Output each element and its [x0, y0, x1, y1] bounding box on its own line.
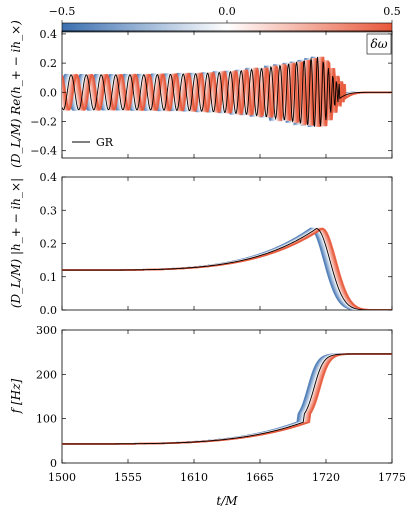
- p3-band-curve: [62, 353, 392, 445]
- y-tick-label: 0.0: [40, 86, 58, 99]
- legend: GR: [72, 136, 114, 149]
- p3-band-curve: [62, 353, 392, 445]
- x-tick-label: 1665: [246, 471, 274, 484]
- p3-band-curve: [62, 353, 392, 445]
- p3-band-curve: [62, 353, 392, 445]
- dw-label-box: δω: [366, 33, 392, 55]
- y-tick-label: 300: [36, 324, 57, 337]
- panel-waveform: −0.4 −0.2 0.0 0.2 0.4 δω GR (D_L/M) Re(h_+ −…: [9, 20, 393, 168]
- p3-band-curve: [62, 353, 392, 445]
- panel-waveform-ylabel: (D_L/M) Re(h_+ − ih_×): [9, 20, 23, 168]
- panel-frequency-ylabel: f [Hz]: [9, 378, 23, 414]
- y-tick-label: 200: [36, 368, 57, 381]
- p3-band-curve: [62, 353, 392, 445]
- y-tick-label: 0: [50, 457, 57, 470]
- x-tick-label: 1555: [114, 471, 142, 484]
- p3-band-curve: [62, 353, 392, 445]
- x-tick-label: 1775: [378, 471, 406, 484]
- p3-band-curve: [62, 353, 392, 445]
- p3-band-curve: [62, 353, 392, 445]
- y-tick-label: 0.2: [40, 238, 58, 251]
- y-tick-label: 0.2: [40, 57, 58, 70]
- colorbar-tick-min: −0.5: [49, 5, 76, 18]
- y-tick-label: 100: [36, 413, 57, 426]
- panel-amplitude-ylabel: (D_L/M) |h_+ − ih_×|: [9, 178, 23, 308]
- x-tick-label: 1500: [48, 471, 76, 484]
- x-tick-label: 1610: [180, 471, 208, 484]
- y-tick-label: 0.4: [40, 171, 58, 184]
- x-axis-label: t/M: [216, 494, 238, 508]
- dw-label: δω: [370, 37, 387, 51]
- x-tick-label: 1720: [312, 471, 340, 484]
- colorbar-tick-max: 0.5: [383, 5, 401, 18]
- x-tick-labels: 1500 1555 1610 1665 1720 1775: [48, 471, 406, 484]
- y-tick-label: 0.3: [40, 204, 58, 217]
- p3-band-curve: [62, 353, 392, 445]
- p3-band-curve: [62, 353, 392, 445]
- p3-gr-line: [62, 353, 392, 445]
- p1-gr-line: [62, 56, 392, 127]
- p3-band-curve: [62, 353, 392, 445]
- y-tick-label: 0.1: [40, 271, 58, 284]
- p3-band-curve: [62, 353, 392, 445]
- panel-frequency: 0 100 200 300 f [Hz]: [9, 324, 393, 470]
- panel-frequency-frame: [61, 329, 393, 464]
- legend-gr-label: GR: [96, 136, 114, 149]
- p3-band-curve: [62, 353, 392, 445]
- panel-amplitude: 0.0 0.1 0.2 0.3 0.4 (D_L/M) |h_+ − ih_×|: [9, 171, 393, 317]
- p2-gr-line: [62, 228, 392, 310]
- y-tick-label: 0.4: [40, 28, 58, 41]
- p3-band-curve: [62, 353, 392, 445]
- p3-band-curve: [62, 353, 392, 445]
- colorbar-tick-mid: 0.0: [218, 5, 236, 18]
- p3-band-curve: [62, 353, 392, 445]
- p3-band-curve: [62, 353, 392, 445]
- p1-band-curve: [62, 56, 392, 127]
- p3-band-curve: [62, 353, 392, 445]
- y-tick-label: −0.2: [30, 116, 57, 129]
- p3-band-curve: [62, 353, 392, 445]
- colorbar: −0.5 0.0 0.5: [49, 5, 401, 33]
- p3-band-curve: [62, 353, 392, 445]
- y-tick-label: −0.4: [30, 145, 57, 158]
- y-tick-label: 0.0: [40, 304, 58, 317]
